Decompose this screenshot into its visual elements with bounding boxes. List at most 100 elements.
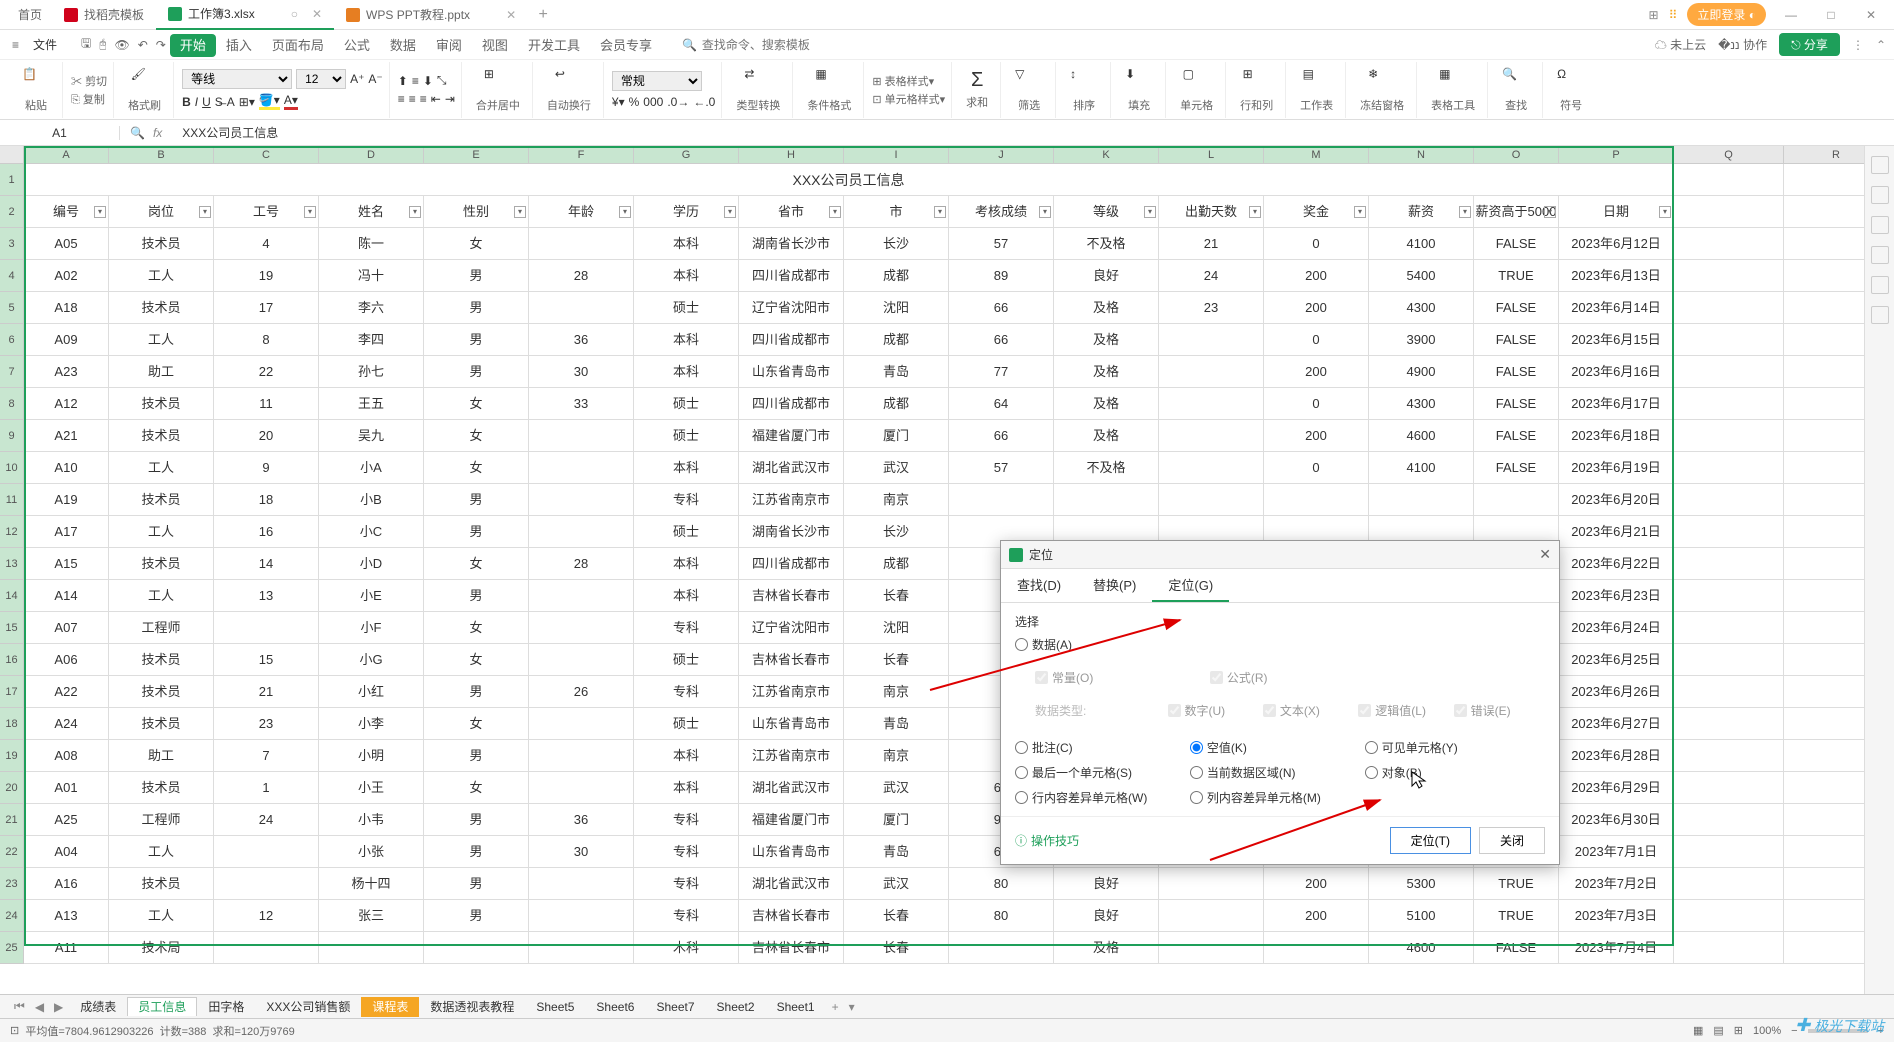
data-cell[interactable]: 辽宁省沈阳市 bbox=[739, 612, 844, 644]
cell[interactable] bbox=[1674, 644, 1784, 676]
data-cell[interactable]: 小明 bbox=[319, 740, 424, 772]
tablestyle-button[interactable]: ⊞ 表格样式▾ bbox=[872, 73, 945, 89]
data-cell[interactable]: 小韦 bbox=[319, 804, 424, 836]
data-cell[interactable]: 李四 bbox=[319, 324, 424, 356]
command-search[interactable]: 🔍 bbox=[682, 38, 822, 52]
data-cell[interactable]: 长春 bbox=[844, 900, 949, 932]
data-cell[interactable]: 5100 bbox=[1369, 900, 1474, 932]
data-cell[interactable] bbox=[529, 292, 634, 324]
data-cell[interactable] bbox=[529, 708, 634, 740]
format-painter-button[interactable]: 🖌格式刷 bbox=[122, 65, 167, 115]
data-cell[interactable]: 80 bbox=[949, 868, 1054, 900]
data-cell[interactable]: 硕士 bbox=[634, 292, 739, 324]
header-cell[interactable]: 市▾ bbox=[844, 196, 949, 228]
copy-button[interactable]: ⎘ 复制 bbox=[71, 91, 107, 107]
ok-button[interactable]: 定位(T) bbox=[1390, 827, 1471, 854]
dec-dec-icon[interactable]: ←.0 bbox=[693, 95, 715, 109]
decrease-font-icon[interactable]: A⁻ bbox=[368, 72, 382, 86]
increase-font-icon[interactable]: A⁺ bbox=[350, 72, 364, 86]
header-cell[interactable]: 等级▾ bbox=[1054, 196, 1159, 228]
font-select[interactable]: 等线 bbox=[182, 69, 292, 89]
filter-icon[interactable]: ▾ bbox=[409, 206, 421, 218]
data-cell[interactable]: 张三 bbox=[319, 900, 424, 932]
data-cell[interactable]: 四川省成都市 bbox=[739, 324, 844, 356]
data-cell[interactable]: 技术员 bbox=[109, 484, 214, 516]
menu-页面布局[interactable]: 页面布局 bbox=[262, 34, 334, 57]
sheet-tab[interactable]: 课程表 bbox=[361, 997, 419, 1017]
merge-button[interactable]: ⊞合并居中 bbox=[470, 65, 526, 115]
header-cell[interactable]: 工号▾ bbox=[214, 196, 319, 228]
data-cell[interactable]: 男 bbox=[424, 356, 529, 388]
data-cell[interactable] bbox=[214, 836, 319, 868]
data-cell[interactable]: 辽宁省沈阳市 bbox=[739, 292, 844, 324]
formula-input[interactable]: XXX公司员工信息 bbox=[172, 124, 1894, 141]
data-cell[interactable] bbox=[1159, 932, 1264, 964]
data-cell[interactable] bbox=[214, 932, 319, 964]
data-cell[interactable]: 及格 bbox=[1054, 324, 1159, 356]
data-cell[interactable]: 专科 bbox=[634, 612, 739, 644]
data-cell[interactable]: 24 bbox=[1159, 260, 1264, 292]
cell[interactable] bbox=[1674, 740, 1784, 772]
login-button[interactable]: 立即登录 ◐ bbox=[1687, 3, 1766, 26]
data-cell[interactable]: 四川省成都市 bbox=[739, 260, 844, 292]
row-header[interactable]: 7 bbox=[0, 356, 24, 388]
data-cell[interactable]: 王五 bbox=[319, 388, 424, 420]
sheet-add-icon[interactable]: + bbox=[828, 1000, 843, 1014]
side-icon-6[interactable] bbox=[1871, 306, 1889, 324]
data-cell[interactable]: 80 bbox=[949, 900, 1054, 932]
data-cell[interactable]: 2023年6月26日 bbox=[1559, 676, 1674, 708]
data-cell[interactable]: 77 bbox=[949, 356, 1054, 388]
data-cell[interactable]: 硕士 bbox=[634, 516, 739, 548]
data-cell[interactable]: 21 bbox=[214, 676, 319, 708]
data-cell[interactable]: A14 bbox=[24, 580, 109, 612]
row-header[interactable]: 2 bbox=[0, 196, 24, 228]
sheet-first-icon[interactable]: ⏮ bbox=[10, 999, 29, 1014]
data-cell[interactable] bbox=[1159, 900, 1264, 932]
data-cell[interactable] bbox=[1474, 484, 1559, 516]
data-cell[interactable]: 本科 bbox=[634, 324, 739, 356]
data-cell[interactable]: 女 bbox=[424, 228, 529, 260]
col-header[interactable]: F bbox=[529, 146, 634, 163]
data-cell[interactable]: 2023年6月28日 bbox=[1559, 740, 1674, 772]
data-cell[interactable]: A24 bbox=[24, 708, 109, 740]
data-cell[interactable]: 李六 bbox=[319, 292, 424, 324]
data-cell[interactable]: 57 bbox=[949, 452, 1054, 484]
menu-数据[interactable]: 数据 bbox=[380, 34, 426, 57]
col-header[interactable]: Q bbox=[1674, 146, 1784, 163]
data-cell[interactable]: 湖南省长沙市 bbox=[739, 516, 844, 548]
data-cell[interactable]: 木科 bbox=[634, 932, 739, 964]
filter-icon[interactable]: ▾ bbox=[1354, 206, 1366, 218]
dialog-tip[interactable]: ⓘ操作技巧 bbox=[1015, 832, 1079, 849]
data-cell[interactable]: 不及格 bbox=[1054, 452, 1159, 484]
data-cell[interactable]: 男 bbox=[424, 900, 529, 932]
tab-templates[interactable]: 找稻壳模板 bbox=[52, 0, 156, 30]
data-cell[interactable]: 及格 bbox=[1054, 356, 1159, 388]
row-header[interactable]: 6 bbox=[0, 324, 24, 356]
data-cell[interactable]: 3900 bbox=[1369, 324, 1474, 356]
data-cell[interactable]: 2023年6月17日 bbox=[1559, 388, 1674, 420]
strike-button[interactable]: S̶ bbox=[215, 95, 223, 109]
opt-visible[interactable]: 可见单元格(Y) bbox=[1365, 739, 1540, 756]
col-header[interactable]: P bbox=[1559, 146, 1674, 163]
data-cell[interactable]: 2023年6月16日 bbox=[1559, 356, 1674, 388]
data-cell[interactable]: 技术员 bbox=[109, 292, 214, 324]
data-cell[interactable]: 孙七 bbox=[319, 356, 424, 388]
data-cell[interactable] bbox=[529, 740, 634, 772]
row-header[interactable]: 8 bbox=[0, 388, 24, 420]
fx-icon[interactable]: fx bbox=[153, 126, 162, 140]
tab-add[interactable]: + bbox=[528, 6, 558, 24]
sheet-button[interactable]: ▤工作表 bbox=[1294, 65, 1339, 115]
data-cell[interactable]: 22 bbox=[214, 356, 319, 388]
data-cell[interactable]: 湖南省长沙市 bbox=[739, 228, 844, 260]
header-cell[interactable]: 日期▾ bbox=[1559, 196, 1674, 228]
row-header[interactable]: 10 bbox=[0, 452, 24, 484]
data-cell[interactable]: A21 bbox=[24, 420, 109, 452]
data-cell[interactable]: 男 bbox=[424, 804, 529, 836]
minimize-icon[interactable]: — bbox=[1776, 8, 1806, 22]
opt-coldiff[interactable]: 列内容差异单元格(M) bbox=[1190, 789, 1365, 806]
cell[interactable] bbox=[1674, 708, 1784, 740]
file-menu[interactable]: 文件 bbox=[23, 33, 67, 56]
data-cell[interactable]: 专科 bbox=[634, 836, 739, 868]
data-cell[interactable]: A07 bbox=[24, 612, 109, 644]
data-cell[interactable]: 吉林省长春市 bbox=[739, 644, 844, 676]
